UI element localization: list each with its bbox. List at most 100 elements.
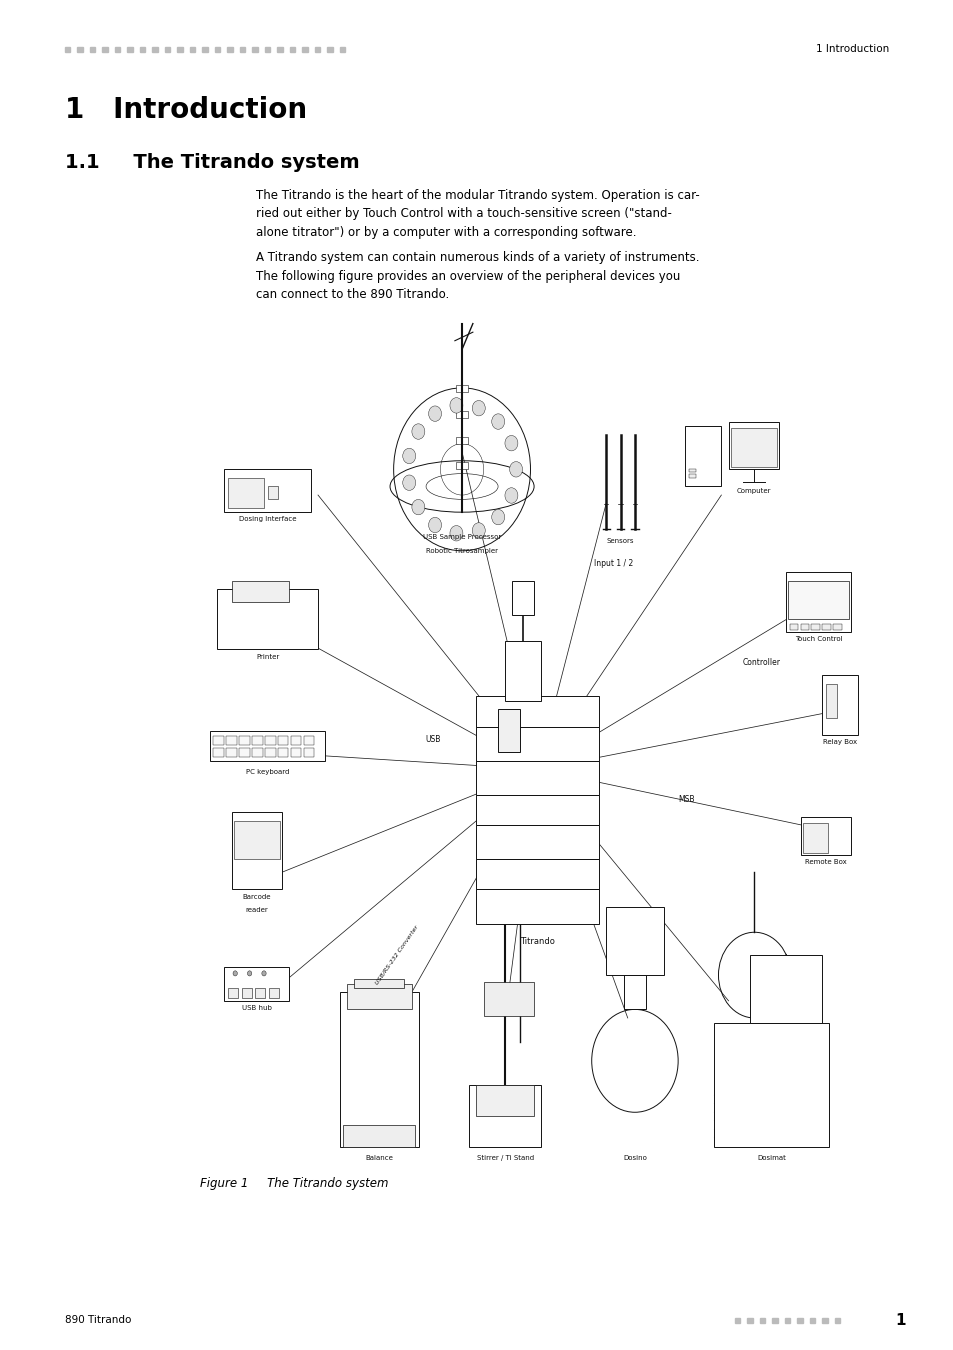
Bar: [343, 1125, 415, 1146]
Bar: [746, 1318, 752, 1323]
Text: Dosino: Dosino: [622, 1156, 646, 1161]
Bar: [255, 988, 265, 998]
Text: Printer: Printer: [255, 653, 279, 660]
Bar: [277, 748, 288, 757]
Bar: [339, 992, 418, 1146]
Bar: [165, 46, 171, 53]
Bar: [214, 46, 220, 53]
Bar: [227, 46, 233, 53]
Bar: [801, 822, 827, 852]
Bar: [476, 825, 598, 860]
Bar: [228, 988, 238, 998]
Circle shape: [504, 487, 517, 504]
Bar: [821, 1318, 826, 1323]
Bar: [832, 624, 841, 630]
Text: Sensors: Sensors: [606, 537, 634, 544]
Bar: [114, 46, 120, 53]
Text: Relay Box: Relay Box: [822, 740, 857, 745]
Bar: [809, 1318, 814, 1323]
Bar: [226, 748, 236, 757]
Bar: [291, 736, 301, 745]
Bar: [834, 1318, 840, 1323]
Bar: [241, 988, 252, 998]
Text: 1: 1: [894, 1312, 904, 1328]
Text: reader: reader: [245, 907, 268, 913]
Bar: [238, 748, 250, 757]
Bar: [202, 46, 208, 53]
Bar: [825, 683, 836, 718]
Text: A Titrando system can contain numerous kinds of a variety of instruments.
The fo: A Titrando system can contain numerous k…: [255, 251, 699, 301]
Bar: [476, 860, 598, 890]
Bar: [77, 46, 83, 53]
Text: USB: USB: [425, 734, 440, 744]
Bar: [783, 1318, 789, 1323]
Bar: [267, 486, 278, 500]
Bar: [456, 437, 467, 444]
Bar: [505, 641, 540, 701]
Circle shape: [504, 436, 517, 451]
Bar: [277, 46, 283, 53]
Bar: [476, 697, 598, 726]
Bar: [497, 709, 519, 752]
Circle shape: [233, 971, 237, 976]
Bar: [476, 795, 598, 825]
Bar: [483, 981, 534, 1017]
Bar: [303, 736, 314, 745]
Bar: [239, 46, 245, 53]
Text: 1 Introduction: 1 Introduction: [815, 45, 888, 54]
Bar: [327, 46, 333, 53]
Bar: [684, 427, 720, 486]
Bar: [811, 624, 820, 630]
Bar: [821, 624, 830, 630]
Bar: [226, 736, 236, 745]
Bar: [734, 1318, 740, 1323]
Circle shape: [402, 448, 416, 463]
Bar: [213, 748, 223, 757]
Text: Figure 1     The Titrando system: Figure 1 The Titrando system: [200, 1177, 389, 1191]
Bar: [347, 984, 412, 1010]
Circle shape: [412, 424, 424, 439]
Bar: [252, 748, 262, 757]
Bar: [785, 572, 850, 632]
Bar: [771, 1318, 777, 1323]
Text: Remote Box: Remote Box: [804, 860, 846, 865]
Bar: [456, 410, 467, 418]
Circle shape: [472, 401, 485, 416]
Circle shape: [509, 462, 522, 477]
Text: Balance: Balance: [365, 1156, 393, 1161]
Bar: [759, 1318, 764, 1323]
Text: Stirrer / Ti Stand: Stirrer / Ti Stand: [476, 1156, 534, 1161]
Bar: [232, 813, 282, 890]
Circle shape: [491, 414, 504, 429]
Bar: [512, 580, 534, 616]
Text: 890 Titrando: 890 Titrando: [65, 1315, 132, 1326]
Bar: [688, 470, 696, 472]
Bar: [228, 478, 264, 508]
Circle shape: [428, 406, 441, 421]
Bar: [314, 46, 320, 53]
Bar: [277, 736, 288, 745]
Circle shape: [450, 525, 462, 541]
Bar: [797, 1318, 801, 1323]
Bar: [217, 590, 317, 649]
Bar: [688, 474, 696, 478]
Bar: [787, 580, 848, 620]
Text: The Titrando is the heart of the modular Titrando system. Operation is car-
ried: The Titrando is the heart of the modular…: [255, 189, 699, 239]
Bar: [476, 890, 598, 923]
Bar: [714, 1023, 828, 1146]
Bar: [264, 748, 275, 757]
Text: Dosimat: Dosimat: [757, 1156, 785, 1161]
Bar: [269, 988, 279, 998]
Bar: [476, 761, 598, 795]
Text: Controller: Controller: [742, 657, 781, 667]
Text: USB hub: USB hub: [242, 1006, 272, 1011]
Bar: [789, 624, 798, 630]
Bar: [102, 46, 108, 53]
Bar: [233, 821, 279, 860]
Bar: [224, 967, 289, 1000]
Bar: [291, 748, 301, 757]
Bar: [476, 726, 598, 761]
Circle shape: [491, 509, 504, 525]
Circle shape: [412, 500, 424, 514]
Circle shape: [261, 971, 266, 976]
